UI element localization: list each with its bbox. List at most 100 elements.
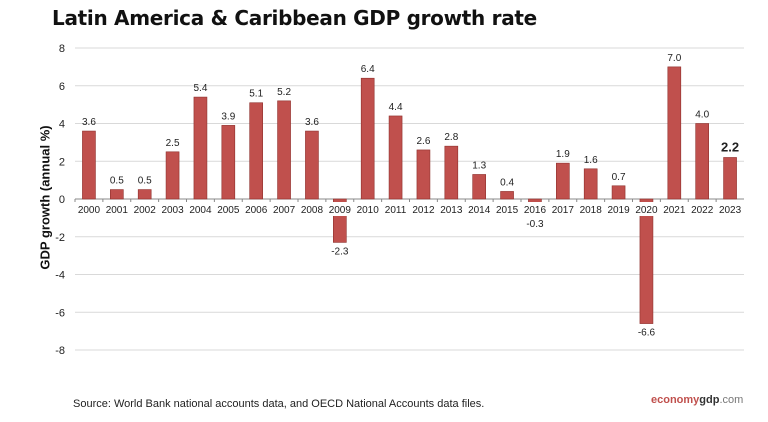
x-tick-label: 2004 <box>189 205 212 216</box>
data-label: 2.5 <box>166 138 180 149</box>
bar-2014 <box>472 174 486 200</box>
x-tick-label: 2020 <box>635 205 658 216</box>
x-label-bg <box>492 202 523 216</box>
x-label-bg <box>547 202 578 216</box>
data-label: 0.4 <box>500 177 514 188</box>
x-tick-label: 2010 <box>357 205 380 216</box>
x-label-bg <box>157 202 188 216</box>
data-label: 5.4 <box>193 83 207 94</box>
bar-2003 <box>165 151 180 200</box>
x-tick-label: 2001 <box>106 205 129 216</box>
data-label: 3.9 <box>221 111 235 122</box>
x-tick-label: 2009 <box>329 205 352 216</box>
source-note: Source: World Bank national accounts dat… <box>73 398 485 410</box>
x-tick-label: 2012 <box>412 205 435 216</box>
x-tick-label: 2015 <box>496 205 519 216</box>
data-label: 4.0 <box>695 110 709 121</box>
x-label-bg <box>296 202 327 216</box>
y-tick-label: -2 <box>55 232 65 244</box>
x-tick-label: 2011 <box>385 205 407 216</box>
x-label-bg <box>715 202 746 216</box>
x-label-bg <box>575 202 606 216</box>
x-label-bg <box>436 202 467 216</box>
bar-2020 <box>639 198 654 324</box>
x-tick-label: 2018 <box>580 205 603 216</box>
x-label-bg <box>73 202 104 216</box>
bar-2007 <box>277 100 291 200</box>
data-label: 6.4 <box>361 64 375 75</box>
x-label-bg <box>380 202 411 216</box>
y-tick-label: 4 <box>59 119 65 131</box>
y-tick-label: -4 <box>55 270 65 282</box>
bar-2005 <box>221 125 236 200</box>
x-tick-label: 2023 <box>719 205 742 216</box>
data-label: 0.5 <box>110 176 124 187</box>
x-label-bg <box>269 202 300 216</box>
data-label: -6.6 <box>638 328 656 339</box>
x-label-bg <box>631 202 662 216</box>
bar-2021 <box>667 66 682 200</box>
data-label: 0.7 <box>612 172 626 183</box>
bar-2000 <box>82 130 96 200</box>
x-tick-label: 2000 <box>78 205 101 216</box>
bar-2001 <box>110 189 124 200</box>
bar-2004 <box>193 96 208 200</box>
bar-2011 <box>388 115 403 200</box>
bar-2015 <box>500 191 514 200</box>
bar-2010 <box>360 77 375 200</box>
data-label: 2.8 <box>444 132 458 143</box>
data-label: 2.2 <box>721 139 739 154</box>
x-label-bg <box>464 202 495 216</box>
bar-2019 <box>611 185 626 200</box>
x-label-bg <box>408 202 439 216</box>
bar-2006 <box>249 102 263 200</box>
data-label: 1.3 <box>472 160 486 171</box>
x-tick-label: 2006 <box>245 205 268 216</box>
y-tick-label: 8 <box>59 43 65 55</box>
chart-title: Latin America & Caribbean GDP growth rat… <box>52 6 537 30</box>
x-label-bg <box>659 202 690 216</box>
bar-2023 <box>723 157 737 200</box>
x-label-bg <box>603 202 634 216</box>
x-tick-label: 2002 <box>134 205 157 216</box>
x-tick-label: 2013 <box>440 205 463 216</box>
x-tick-label: 2016 <box>524 205 547 216</box>
y-tick-label: -6 <box>55 307 65 319</box>
x-label-bg <box>101 202 132 216</box>
data-label: 0.5 <box>138 176 152 187</box>
data-label: -2.3 <box>331 246 349 257</box>
x-label-bg <box>352 202 383 216</box>
y-tick-label: 6 <box>59 81 65 93</box>
bar-2012 <box>416 149 431 200</box>
bar-2013 <box>444 145 459 200</box>
data-label: 3.6 <box>82 117 96 128</box>
x-label-bg <box>519 202 550 216</box>
y-tick-label: 2 <box>59 156 65 168</box>
x-tick-label: 2017 <box>552 205 575 216</box>
data-label: -0.3 <box>526 219 544 230</box>
data-label: 5.2 <box>277 87 291 98</box>
y-tick-label: -8 <box>55 345 65 357</box>
data-label: 1.9 <box>556 149 570 160</box>
data-label: 5.1 <box>249 89 263 100</box>
data-label: 3.6 <box>305 117 319 128</box>
x-label-bg <box>687 202 718 216</box>
x-label-bg <box>324 202 355 216</box>
x-label-bg <box>185 202 216 216</box>
bar-2017 <box>556 162 570 200</box>
bar-2018 <box>583 168 598 200</box>
x-tick-label: 2008 <box>301 205 324 216</box>
x-tick-label: 2019 <box>607 205 630 216</box>
data-label: 2.6 <box>416 136 430 147</box>
bar-2002 <box>137 189 152 200</box>
x-label-bg <box>213 202 244 216</box>
data-label: 7.0 <box>667 53 681 64</box>
logo: economygdp.com <box>651 394 744 406</box>
y-tick-label: 0 <box>59 194 65 206</box>
x-label-bg <box>129 202 160 216</box>
x-tick-label: 2007 <box>273 205 296 216</box>
x-tick-label: 2014 <box>468 205 491 216</box>
x-label-bg <box>241 202 272 216</box>
data-label: 1.6 <box>584 155 598 166</box>
